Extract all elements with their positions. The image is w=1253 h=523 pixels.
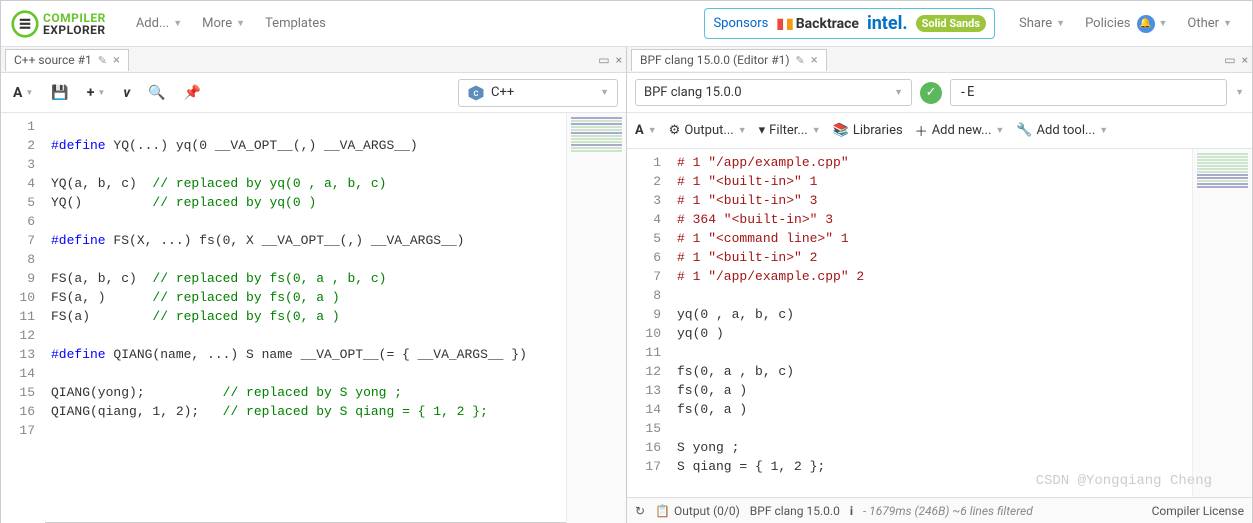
sponsor-intel: intel. — [867, 13, 908, 34]
nav-add[interactable]: Add...▼ — [126, 10, 192, 37]
line-gutter: 1234567891011121314151617 — [627, 149, 671, 497]
compiler-select[interactable]: BPF clang 15.0.0 ▼ — [635, 79, 912, 106]
font-button[interactable]: A▼ — [635, 123, 657, 138]
add-view-button[interactable]: +▼ — [83, 83, 110, 103]
logo[interactable]: COMPILEREXPLORER — [11, 10, 106, 38]
maximize-icon[interactable]: ▭ — [598, 53, 609, 67]
tab-title: C++ source #1 — [14, 53, 92, 67]
filter-bar: A▼ ⚙ Output...▼ ▾ Filter...▼ 📚 Libraries… — [627, 113, 1252, 149]
maximize-icon[interactable]: ▭ — [1224, 53, 1235, 67]
sponsor-backtrace: ▮▮Backtrace — [776, 16, 859, 32]
info-icon[interactable]: i — [850, 504, 853, 518]
nav-policies[interactable]: Policies🔔▼ — [1075, 9, 1177, 39]
code-area[interactable]: #define YQ(...) yq(0 __VA_OPT__(,) __VA_… — [45, 113, 566, 523]
filter-dropdown[interactable]: ▾ Filter...▼ — [759, 123, 821, 138]
font-button[interactable]: A▼ — [9, 83, 37, 103]
nav-share[interactable]: Share▼ — [1009, 10, 1075, 37]
bell-icon: 🔔 — [1137, 15, 1155, 33]
nav-other[interactable]: Other▼ — [1177, 10, 1242, 37]
status-ok-icon: ✓ — [920, 82, 942, 104]
add-new-dropdown[interactable]: ＋ Add new...▼ — [915, 121, 1005, 140]
search-icon[interactable]: 🔍 — [144, 83, 169, 103]
args-caret[interactable]: ▼ — [1235, 87, 1244, 98]
save-button[interactable]: 💾 — [47, 83, 72, 103]
sponsor-solid: Solid Sands — [916, 15, 986, 32]
add-tool-dropdown[interactable]: 🔧 Add tool...▼ — [1016, 123, 1108, 138]
sponsors-label: Sponsors — [713, 16, 768, 31]
language-select[interactable]: C C++ ▼ — [458, 79, 618, 107]
pane-close-icon[interactable]: × — [1242, 53, 1248, 67]
lang-label: C++ — [491, 85, 514, 100]
source-tab[interactable]: C++ source #1 ✎ × — [5, 49, 129, 71]
vim-button[interactable]: v — [119, 83, 134, 103]
nav-more[interactable]: More▼ — [192, 10, 255, 37]
output-editor[interactable]: 1234567891011121314151617 # 1 "/app/exam… — [627, 149, 1252, 497]
compiler-tab[interactable]: BPF clang 15.0.0 (Editor #1) ✎ × — [631, 49, 827, 71]
logo-line1: COMPILER — [43, 12, 106, 24]
pin-icon[interactable]: 📌 — [180, 83, 205, 103]
minimap[interactable] — [1192, 149, 1252, 497]
tab-title: BPF clang 15.0.0 (Editor #1) — [640, 53, 790, 67]
code-area: # 1 "/app/example.cpp"# 1 "<built-in>" 1… — [671, 149, 1192, 497]
svg-text:C: C — [474, 89, 479, 98]
close-icon[interactable]: × — [811, 53, 818, 68]
line-gutter: 1234567891011121314151617 — [1, 113, 45, 523]
compiler-row: BPF clang 15.0.0 ▼ ✓ ▼ — [627, 73, 1252, 113]
source-pane: C++ source #1 ✎ × ▭ × A▼ 💾 +▼ v 🔍 📌 C C++… — [1, 47, 627, 523]
compiler-pane: BPF clang 15.0.0 (Editor #1) ✎ × ▭ × BPF … — [627, 47, 1252, 523]
license-link[interactable]: Compiler License — [1152, 504, 1244, 518]
source-editor[interactable]: 1234567891011121314151617 #define YQ(...… — [1, 113, 626, 523]
pencil-icon[interactable]: ✎ — [796, 54, 805, 67]
close-icon[interactable]: × — [113, 53, 120, 68]
cpp-icon: C — [467, 84, 485, 102]
top-navbar: COMPILEREXPLORER Add...▼ More▼ Templates… — [1, 1, 1252, 47]
left-toolbar: A▼ 💾 +▼ v 🔍 📌 C C++ ▼ — [1, 73, 626, 113]
status-bar: ↻ 📋 Output (0/0) BPF clang 15.0.0 i - 16… — [627, 497, 1252, 523]
output-dropdown[interactable]: ⚙ Output...▼ — [669, 123, 747, 138]
right-tabbar: BPF clang 15.0.0 (Editor #1) ✎ × ▭ × — [627, 47, 1252, 73]
compiler-status[interactable]: BPF clang 15.0.0 — [750, 504, 840, 518]
timing-status: - 1679ms (246B) ~6 lines filtered — [863, 504, 1033, 518]
logo-icon — [11, 10, 39, 38]
logo-line2: EXPLORER — [43, 24, 106, 36]
libraries-button[interactable]: 📚 Libraries — [833, 123, 903, 138]
compiler-args-input[interactable] — [950, 79, 1227, 106]
pencil-icon[interactable]: ✎ — [98, 54, 107, 67]
output-status[interactable]: 📋 Output (0/0) — [655, 504, 740, 518]
minimap[interactable] — [566, 113, 626, 523]
pane-close-icon[interactable]: × — [616, 53, 622, 67]
sponsors-box[interactable]: Sponsors ▮▮Backtrace intel. Solid Sands — [704, 8, 995, 39]
left-tabbar: C++ source #1 ✎ × ▭ × — [1, 47, 626, 73]
refresh-button[interactable]: ↻ — [635, 504, 645, 518]
compiler-name: BPF clang 15.0.0 — [644, 85, 742, 100]
nav-templates[interactable]: Templates — [255, 10, 336, 37]
